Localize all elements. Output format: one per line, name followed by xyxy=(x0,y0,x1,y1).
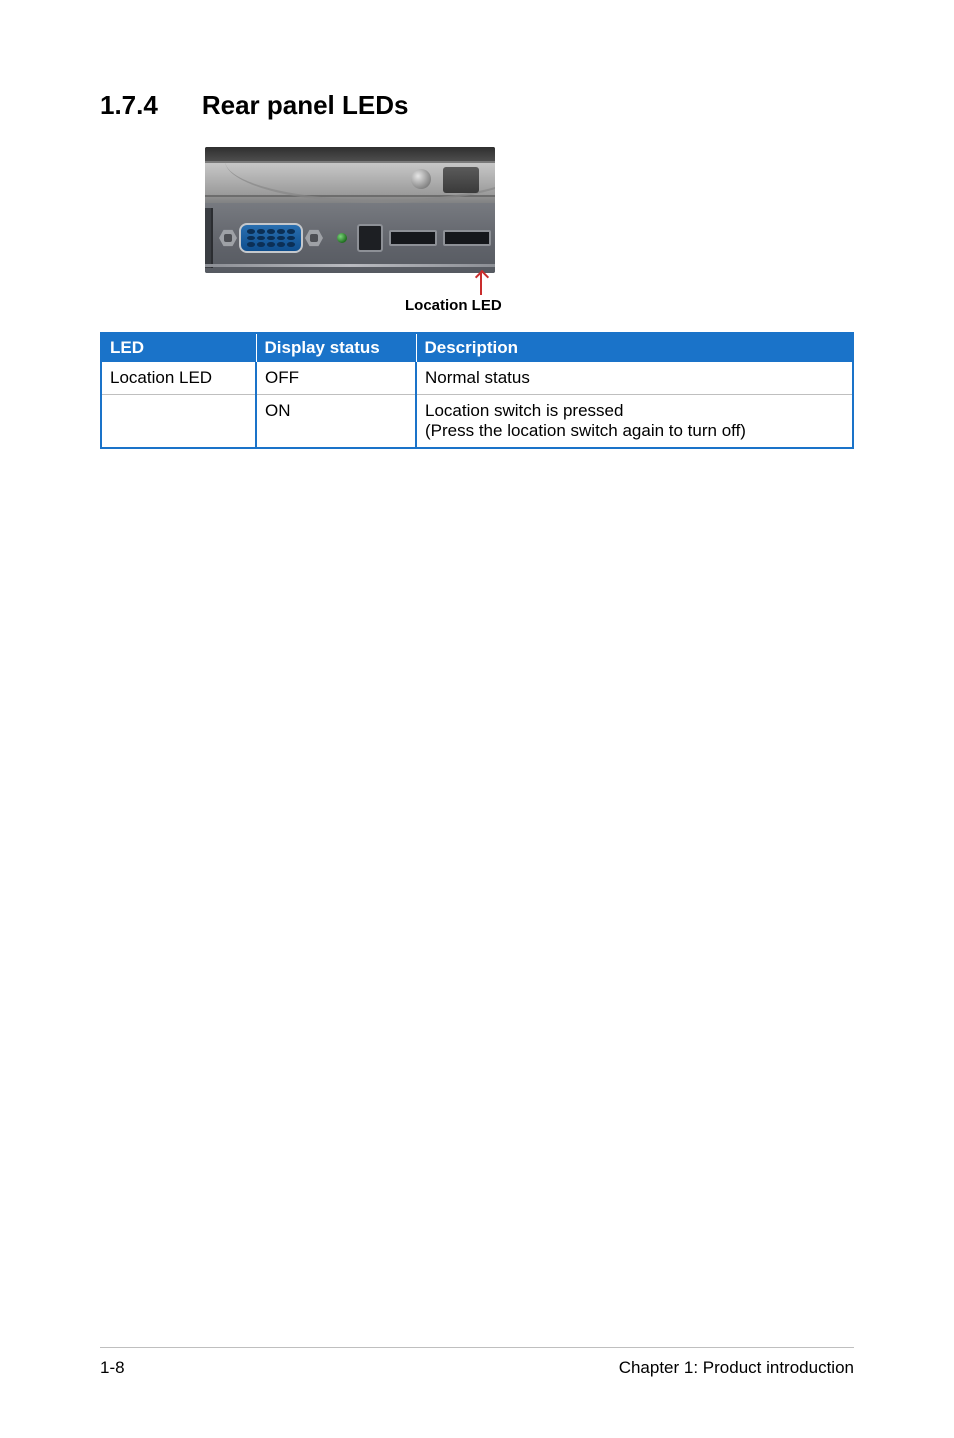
chapter-label: Chapter 1: Product introduction xyxy=(619,1358,854,1378)
table-header-row: LED Display status Description xyxy=(101,333,853,362)
location-led-icon xyxy=(337,233,347,243)
vga-screw-left-icon xyxy=(219,229,237,247)
cell-status: ON xyxy=(256,395,416,449)
slot-icon xyxy=(389,230,437,246)
right-connectors xyxy=(357,224,491,252)
port-icon xyxy=(357,224,383,252)
vga-port xyxy=(219,223,323,253)
cell-desc: Normal status xyxy=(416,362,853,395)
table-row: ON Location switch is pressed (Press the… xyxy=(101,395,853,449)
heading-number: 1.7.4 xyxy=(100,90,158,121)
callout-pointer-icon xyxy=(480,273,482,295)
photo-bezel xyxy=(205,161,495,197)
panel-edge xyxy=(205,208,213,268)
heading-title: Rear panel LEDs xyxy=(202,90,409,121)
th-status: Display status xyxy=(256,333,416,362)
vga-connector-icon xyxy=(239,223,303,253)
cell-status: OFF xyxy=(256,362,416,395)
table-row: Location LED OFF Normal status xyxy=(101,362,853,395)
cell-led xyxy=(101,395,256,449)
vga-screw-right-icon xyxy=(305,229,323,247)
rear-panel-image xyxy=(205,147,495,273)
led-table: LED Display status Description Location … xyxy=(100,332,854,449)
th-desc: Description xyxy=(416,333,853,362)
th-led: LED xyxy=(101,333,256,362)
bezel-screw-icon xyxy=(411,169,431,189)
photo-caption: Location LED xyxy=(405,297,854,314)
rear-panel-photo: Location LED xyxy=(205,147,854,328)
slot-icon xyxy=(443,230,491,246)
io-panel xyxy=(205,203,495,273)
section-heading: 1.7.4 Rear panel LEDs xyxy=(100,90,854,121)
page-number: 1-8 xyxy=(100,1358,125,1378)
cell-led: Location LED xyxy=(101,362,256,395)
cell-desc: Location switch is pressed (Press the lo… xyxy=(416,395,853,449)
page-footer: 1-8 Chapter 1: Product introduction xyxy=(100,1347,854,1378)
bezel-notch xyxy=(443,167,479,193)
page: 1.7.4 Rear panel LEDs xyxy=(0,0,954,1438)
